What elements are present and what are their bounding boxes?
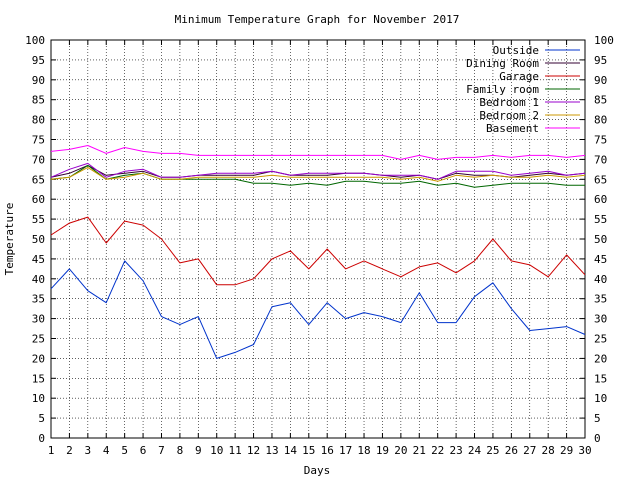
- y-tick-label-left: 10: [32, 392, 45, 405]
- y-tick-label-right: 90: [594, 74, 607, 87]
- y-tick-label-left: 65: [32, 173, 45, 186]
- y-tick-label-left: 0: [38, 432, 45, 445]
- y-tick-label-right: 80: [594, 114, 607, 127]
- x-tick-label: 22: [431, 444, 444, 457]
- x-tick-label: 10: [210, 444, 223, 457]
- x-tick-label: 4: [103, 444, 110, 457]
- x-tick-label: 27: [523, 444, 536, 457]
- y-tick-label-left: 30: [32, 313, 45, 326]
- y-tick-label-right: 100: [594, 34, 614, 47]
- y-tick-label-right: 10: [594, 392, 607, 405]
- x-tick-label: 23: [449, 444, 462, 457]
- x-tick-label: 9: [195, 444, 202, 457]
- x-tick-label: 7: [158, 444, 165, 457]
- legend-label-family-room: Family room: [466, 83, 539, 96]
- y-tick-label-left: 25: [32, 333, 45, 346]
- y-tick-label-left: 75: [32, 134, 45, 147]
- y-tick-label-left: 15: [32, 372, 45, 385]
- x-tick-label: 8: [177, 444, 184, 457]
- legend-label-basement: Basement: [486, 122, 539, 135]
- gridlines: [51, 40, 585, 438]
- y-tick-label-right: 60: [594, 193, 607, 206]
- legend-label-dining-room: Dining Room: [466, 57, 539, 70]
- plot-border: [50, 39, 586, 439]
- x-tick-label: 3: [85, 444, 92, 457]
- y-tick-label-right: 25: [594, 333, 607, 346]
- x-tick-label: 25: [486, 444, 499, 457]
- y-tick-label-left: 20: [32, 352, 45, 365]
- y-tick-label-left: 5: [38, 412, 45, 425]
- x-tick-label: 19: [376, 444, 389, 457]
- y-tick-label-right: 95: [594, 54, 607, 67]
- y-tick-label-right: 55: [594, 213, 607, 226]
- y-tick-label-left: 100: [25, 34, 45, 47]
- legend-label-bedroom-1: Bedroom 1: [479, 96, 539, 109]
- x-tick-label: 11: [229, 444, 242, 457]
- x-tick-label: 1: [48, 444, 55, 457]
- series-lines: [50, 145, 586, 359]
- y-tick-label-left: 80: [32, 114, 45, 127]
- x-tick-label: 20: [394, 444, 407, 457]
- x-tick-label: 29: [560, 444, 573, 457]
- y-tick-label-right: 70: [594, 153, 607, 166]
- y-tick-label-right: 5: [594, 412, 601, 425]
- x-tick-label: 28: [542, 444, 555, 457]
- x-tick-label: 12: [247, 444, 260, 457]
- y-tick-label-right: 50: [594, 233, 607, 246]
- x-tick-label: 2: [66, 444, 73, 457]
- y-tick-label-right: 45: [594, 253, 607, 266]
- y-tick-label-right: 30: [594, 313, 607, 326]
- y-tick-label-right: 35: [594, 293, 607, 306]
- x-tick-label: 14: [284, 444, 298, 457]
- series-line-outside: [50, 260, 586, 359]
- y-tick-label-left: 90: [32, 74, 45, 87]
- series-line-bedroom-2: [50, 166, 586, 182]
- x-tick-label: 30: [578, 444, 591, 457]
- y-tick-label-right: 0: [594, 432, 601, 445]
- y-tick-label-left: 70: [32, 153, 45, 166]
- x-tick-label: 5: [121, 444, 128, 457]
- y-tick-label-left: 45: [32, 253, 45, 266]
- y-tick-label-right: 65: [594, 173, 607, 186]
- legend-label-garage: Garage: [499, 70, 539, 83]
- series-line-bedroom-1: [50, 162, 586, 180]
- series-line-garage: [50, 216, 586, 286]
- x-tick-label: 15: [302, 444, 315, 457]
- y-tick-label-right: 40: [594, 273, 607, 286]
- legend-label-bedroom-2: Bedroom 2: [479, 109, 539, 122]
- legend-label-outside: Outside: [493, 44, 539, 57]
- x-tick-label: 21: [413, 444, 426, 457]
- x-tick-label: 6: [140, 444, 147, 457]
- y-tick-label-right: 75: [594, 134, 607, 147]
- x-tick-label: 13: [265, 444, 278, 457]
- y-tick-label-right: 20: [594, 352, 607, 365]
- y-tick-label-left: 95: [32, 54, 45, 67]
- x-tick-label: 17: [339, 444, 352, 457]
- x-tick-label: 24: [468, 444, 482, 457]
- y-tick-label-left: 85: [32, 94, 45, 107]
- y-tick-label-left: 50: [32, 233, 45, 246]
- y-tick-label-left: 40: [32, 273, 45, 286]
- y-axis-label: Temperature: [3, 203, 16, 276]
- x-tick-label: 18: [357, 444, 370, 457]
- y-tick-label-right: 15: [594, 372, 607, 385]
- y-tick-label-left: 60: [32, 193, 45, 206]
- chart-title: Minimum Temperature Graph for November 2…: [175, 13, 460, 26]
- x-axis-label: Days: [304, 464, 331, 477]
- x-tick-label: 26: [505, 444, 518, 457]
- series-line-basement: [50, 145, 586, 160]
- y-tick-label-left: 55: [32, 213, 45, 226]
- x-tick-label: 16: [321, 444, 334, 457]
- y-tick-label-right: 85: [594, 94, 607, 107]
- y-tick-label-left: 35: [32, 293, 45, 306]
